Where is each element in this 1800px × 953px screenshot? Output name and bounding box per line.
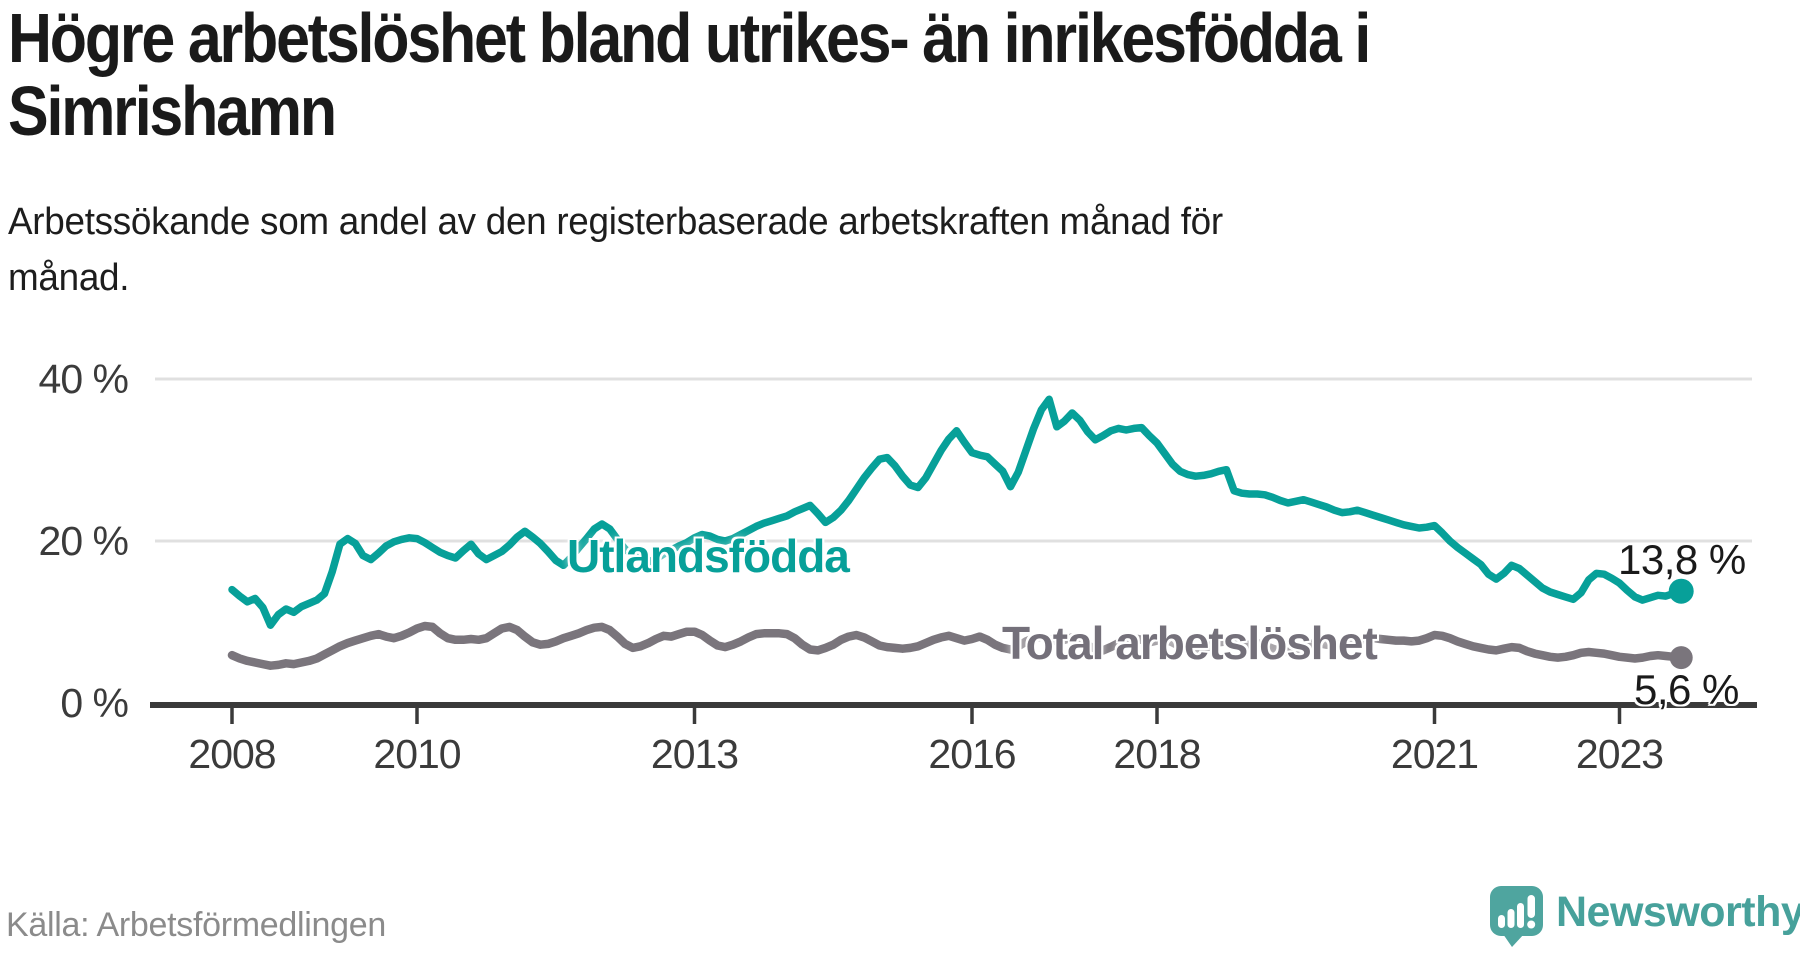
series-label-utlandsfodda: Utlandsfödda (567, 530, 850, 582)
x-axis-label-2021: 2021 (1390, 731, 1479, 777)
x-axis-label-2018: 2018 (1113, 731, 1201, 777)
y-axis-label-20: 20 % (38, 518, 129, 564)
source-note: Källa: Arbetsförmedlingen (6, 906, 386, 944)
end-value-label-total: 5,6 % (1634, 666, 1739, 713)
end-value-label-utlandsfodda: 13,8 % (1618, 536, 1746, 583)
newsworthy-brand: Newsworthy (1488, 884, 1800, 948)
y-axis-label-40: 40 % (38, 356, 129, 402)
chart-subtitle-line-2: månad. (8, 257, 130, 299)
x-axis-label-2023: 2023 (1575, 731, 1664, 777)
x-axis-label-2010: 2010 (373, 731, 461, 777)
page-title: Högre arbetslöshet bland utrikes- än inr… (8, 0, 1371, 150)
x-axis-label-2016: 2016 (928, 731, 1016, 777)
y-axis-label-0: 0 % (60, 680, 129, 726)
newsworthy-wordmark: Newsworthy (1556, 888, 1800, 936)
chart-subtitle-line-1: Arbetssökande som andel av den registerb… (8, 201, 1223, 243)
x-axis-label-2013: 2013 (650, 731, 739, 777)
x-axis-label-2008: 2008 (188, 731, 276, 777)
newsworthy-logo-icon (1488, 884, 1546, 953)
page-title-line-1: Högre arbetslöshet bland utrikes- än inr… (8, 0, 1371, 77)
chart-subtitle: Arbetssökande som andel av den registerb… (8, 194, 1223, 306)
page-title-line-2: Simrishamn (8, 72, 337, 150)
series-label-total-arbetsloshet: Total arbetslöshet (1002, 617, 1378, 669)
